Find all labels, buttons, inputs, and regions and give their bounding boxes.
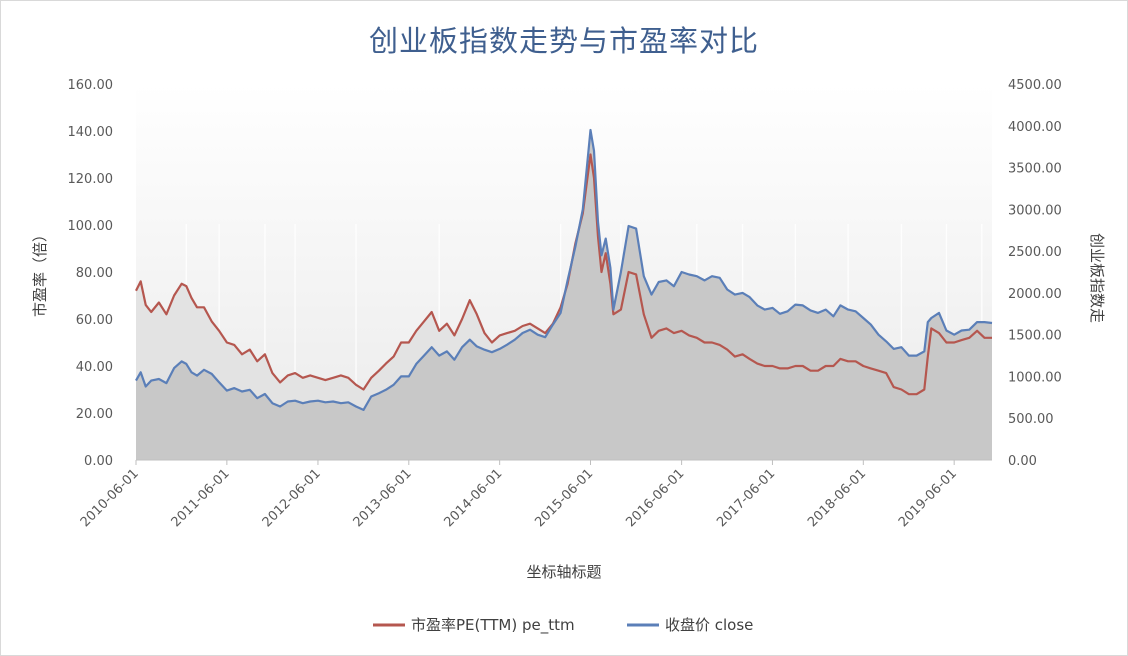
x-tick-label: 2015-06-01 [532,466,596,530]
y-right-tick-label: 500.00 [1008,412,1054,427]
y-axis-left-title: 市盈率（倍） [31,227,49,317]
y-left-tick-label: 0.00 [84,454,113,469]
x-tick-label: 2016-06-01 [623,466,687,530]
y-right-tick-label: 2500.00 [1008,245,1062,260]
x-tick-label: 2012-06-01 [260,466,324,530]
legend-label-pe: 市盈率PE(TTM) pe_ttm [411,616,575,635]
y-right-tick-label: 1500.00 [1008,329,1062,344]
y-right-tick-label: 3000.00 [1008,203,1062,218]
x-tick-label: 2018-06-01 [805,466,869,530]
y-right-tick-label: 2000.00 [1008,287,1062,302]
series-group [135,128,993,460]
y-right-tick-label: 3500.00 [1008,162,1062,177]
y-left-tick-label: 20.00 [76,407,113,422]
x-tick-label: 2019-06-01 [896,466,960,530]
x-axis-title: 坐标轴标题 [526,563,601,581]
x-tick-label: 2014-06-01 [441,466,505,530]
y-left-tick-label: 80.00 [76,266,113,281]
y-right-tick-label: 1000.00 [1008,370,1062,385]
legend-label-close: 收盘价 close [665,616,753,634]
x-tick-label: 2013-06-01 [351,466,415,530]
y-right-tick-label: 4500.00 [1008,78,1062,93]
y-axis-right-title: 创业板指数走 [1088,233,1106,323]
close-line [135,128,993,411]
y-left-tick-label: 140.00 [68,125,114,140]
y-left-tick-label: 100.00 [68,219,114,234]
x-tick-label: 2011-06-01 [169,466,233,530]
close-area [136,130,992,460]
y-left-tick-label: 120.00 [68,172,114,187]
y-right-tick-label: 0.00 [1008,454,1037,469]
x-tick-label: 2017-06-01 [714,466,778,530]
y-left-tick-label: 60.00 [76,313,113,328]
y-right-tick-label: 4000.00 [1008,120,1062,135]
chart-title: 创业板指数走势与市盈率对比 [368,24,759,58]
y-left-tick-label: 40.00 [76,360,113,375]
x-tick-label: 2010-06-01 [78,466,142,530]
legend: 市盈率PE(TTM) pe_ttm 收盘价 close [373,616,753,635]
y-left-tick-label: 160.00 [68,78,114,93]
